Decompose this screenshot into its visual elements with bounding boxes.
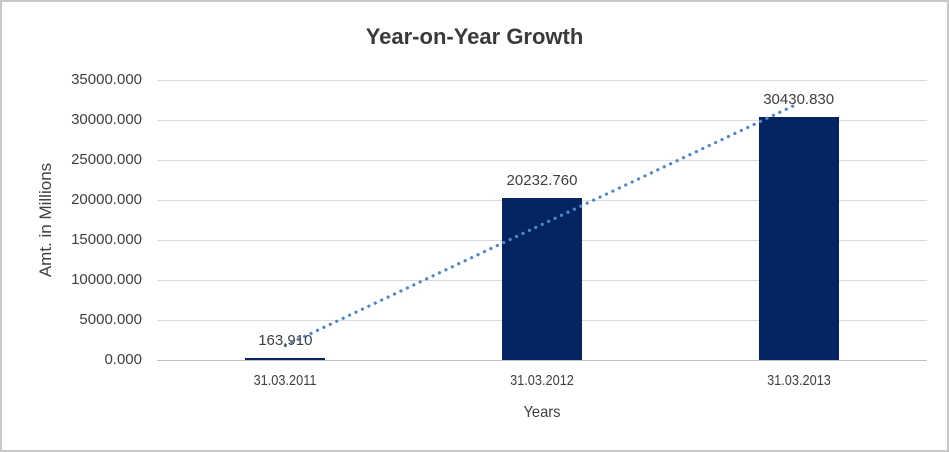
y-tick-label: 35000.000 bbox=[71, 71, 142, 88]
gridline bbox=[157, 80, 927, 81]
bar bbox=[245, 358, 326, 360]
x-axis-title: Years bbox=[523, 404, 561, 421]
y-tick-label: 10000.000 bbox=[71, 271, 142, 288]
bar bbox=[758, 117, 839, 360]
y-axis-title: Amt. in Millions bbox=[36, 162, 55, 278]
bar-data-label: 163,910 bbox=[258, 332, 313, 349]
y-tick-label: 5000.000 bbox=[79, 311, 142, 328]
x-tick-label: 31.03.2013 bbox=[766, 372, 831, 389]
bar-data-label: 20232.760 bbox=[506, 172, 578, 189]
plot-area bbox=[157, 80, 927, 361]
y-tick-label: 0.000 bbox=[104, 351, 142, 368]
y-tick-label: 25000.000 bbox=[71, 151, 142, 168]
chart-title: Year-on-Year Growth bbox=[365, 24, 584, 49]
x-tick-label: 31.03.2011 bbox=[253, 372, 317, 389]
bar-data-label: 30430.830 bbox=[763, 91, 835, 108]
x-tick-label: 31.03.2012 bbox=[510, 372, 574, 389]
bar bbox=[502, 198, 582, 360]
y-tick-label: 20000.000 bbox=[71, 191, 142, 208]
y-tick-label: 15000.000 bbox=[71, 231, 142, 248]
y-tick-label: 30000.000 bbox=[71, 111, 142, 128]
